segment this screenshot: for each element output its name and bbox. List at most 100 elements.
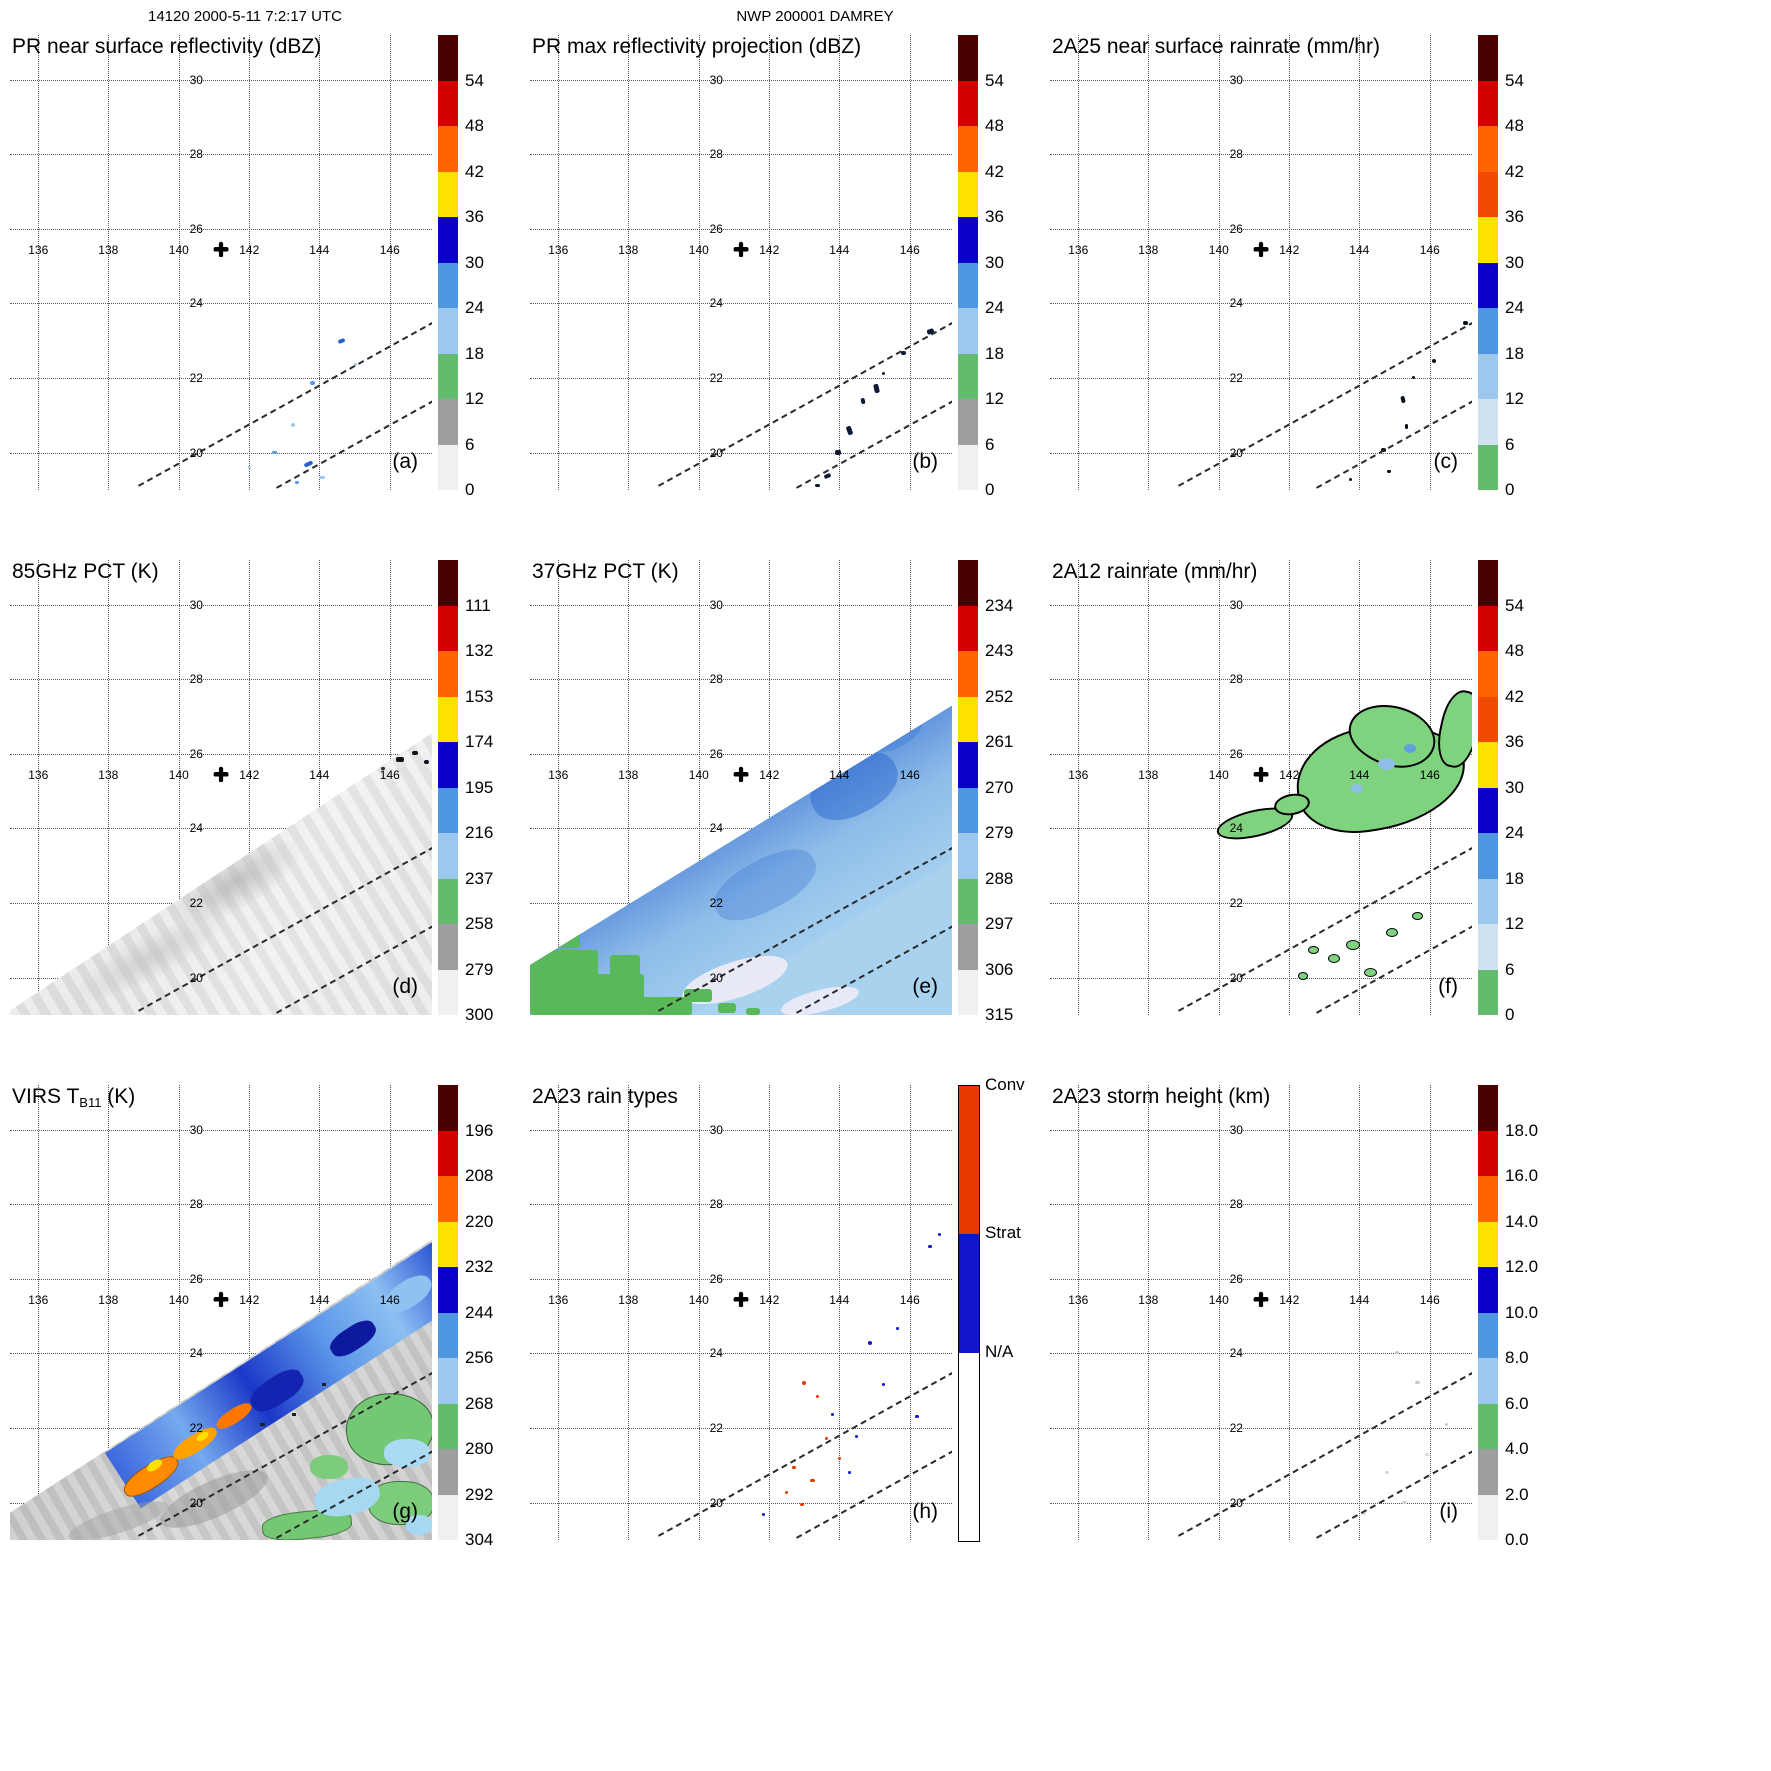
grid-line-lon (698, 35, 700, 490)
colorbar-tick-label: 36 (465, 207, 484, 226)
lon-tick-label: 146 (1419, 767, 1440, 782)
radar-echo-speck (295, 481, 299, 484)
storm-center-marker: + (733, 234, 749, 265)
lon-tick-label: 144 (309, 767, 330, 782)
colorbar-segment (438, 1358, 458, 1404)
grid-line-lon (628, 560, 630, 1015)
colorbar (1478, 35, 1498, 490)
rain-cell-speck (1463, 321, 1468, 325)
panel-title: 2A25 near surface rainrate (mm/hr) (1052, 35, 1380, 58)
colorbar-segment (438, 1312, 458, 1358)
colorbar-segment (1478, 80, 1498, 126)
grid-line-lat (10, 1353, 432, 1355)
grid-line-lon (319, 560, 321, 1015)
grid-line-lat (1050, 1428, 1472, 1430)
colorbar-segment (958, 126, 978, 172)
colorbar-tick-label: 8.0 (1505, 1348, 1529, 1367)
grid-line-lat (1050, 604, 1472, 606)
colorbar-tick-label: 24 (1505, 298, 1524, 317)
colorbar-tick-label: 36 (985, 207, 1004, 226)
rain-cell-speck (1405, 424, 1408, 429)
colorbar (958, 1085, 980, 1542)
lon-tick-label: 138 (1138, 1292, 1159, 1307)
colorbar-segment (958, 560, 978, 606)
lat-tick-label: 30 (709, 597, 723, 612)
storm-height-speck (1415, 1381, 1420, 1384)
lon-tick-label: 136 (1068, 242, 1089, 257)
grid-line-lat (530, 303, 952, 305)
lon-tick-label: 140 (1208, 1292, 1229, 1307)
contour-speck (260, 1423, 265, 1426)
colorbar-segment (1478, 1221, 1498, 1267)
lat-tick-label: 20 (709, 970, 723, 985)
colorbar-segment (1478, 1130, 1498, 1176)
lat-tick-label: 30 (709, 1122, 723, 1137)
grid-line-lon (558, 35, 560, 490)
colorbar-tick-label: 42 (465, 161, 484, 181)
lat-tick-label: 28 (189, 147, 203, 162)
colorbar-tick-label: 297 (985, 914, 1014, 933)
colorbar-segment (438, 1221, 458, 1267)
colorbar-segment (958, 787, 978, 833)
colorbar-tick-label: 270 (985, 777, 1014, 797)
lon-tick-label: 146 (1419, 242, 1440, 257)
colorbar-tick-label: 48 (1505, 641, 1524, 660)
colorbar-tick-label: 258 (465, 914, 494, 933)
grid-line-lon (1078, 560, 1080, 1015)
colorbar-segment (438, 1176, 458, 1222)
colorbar-tick-label: 256 (465, 1348, 494, 1367)
colorbar-tick-label: 54 (1505, 70, 1524, 90)
lon-tick-label: 140 (688, 1292, 709, 1307)
lon-tick-label: 140 (168, 242, 189, 257)
rain-cell-speck (1400, 395, 1406, 404)
lon-tick-label: 136 (28, 242, 49, 257)
lat-tick-label: 26 (189, 221, 203, 236)
lat-tick-label: 20 (709, 445, 723, 460)
colorbar-segment (1478, 833, 1498, 879)
colorbar-segment (438, 833, 458, 879)
cold-spot (396, 757, 404, 762)
colorbar-segment (1478, 1085, 1498, 1131)
colorbar-segment (438, 35, 458, 81)
swath-edge-line (658, 1371, 952, 1537)
lon-tick-label: 146 (899, 242, 920, 257)
convective-pixel (816, 1395, 819, 1398)
colorbar-tick-label: 18 (1505, 868, 1524, 888)
lat-tick-label: 24 (709, 1346, 723, 1361)
colorbar-segment (438, 1085, 458, 1131)
colorbar-tick-label: 24 (985, 298, 1004, 317)
storm-center-marker: + (213, 759, 229, 790)
lon-tick-label: 146 (899, 767, 920, 782)
colorbar-tick-label: 6 (1505, 434, 1515, 454)
stratiform-pixel (868, 1341, 872, 1345)
colorbar-tick-label: 30 (1505, 252, 1524, 272)
map-plot-f: 2A12 rainrate (mm/hr) (f) 136 138 140 142 14… (1050, 560, 1472, 1015)
lon-tick-label: 140 (688, 242, 709, 257)
colorbar-labels: 54 48 42 36 30 24 18 12 6 0 (465, 35, 529, 499)
colorbar (438, 1085, 458, 1540)
colorbar-tick-label: 30 (465, 252, 484, 272)
colorbar-tick-label: 48 (985, 116, 1004, 135)
convective-pixel (800, 1503, 804, 1506)
colorbar-tick-label: 174 (465, 732, 494, 751)
grid-line-lon (1218, 35, 1220, 490)
grid-line-lat (1050, 303, 1472, 305)
colorbar-tick-label: 216 (465, 823, 494, 842)
radar-echo-speck (319, 476, 325, 479)
storm-height-speck (1395, 1351, 1399, 1354)
lat-tick-label: 24 (189, 1346, 203, 1361)
panel-title: 37GHz PCT (K) (532, 560, 679, 583)
colorbar-segment (1478, 35, 1498, 81)
grid-line-lat (1050, 79, 1472, 81)
panel-g: VIRS TB11 (K) (g) 136 138 140 142 144 146 30 28… (10, 1085, 530, 1549)
grid-line-lat (10, 604, 432, 606)
panel-letter: (a) (392, 450, 418, 473)
radar-echo-speck (310, 381, 315, 385)
lon-tick-label: 144 (1349, 1292, 1370, 1307)
lat-tick-label: 22 (1229, 371, 1243, 386)
grid-line-lat (530, 1428, 952, 1430)
lon-tick-label: 142 (759, 767, 780, 782)
colorbar-segment (438, 80, 458, 126)
grid-line-lon (1148, 560, 1150, 1015)
lat-tick-label: 30 (189, 72, 203, 87)
